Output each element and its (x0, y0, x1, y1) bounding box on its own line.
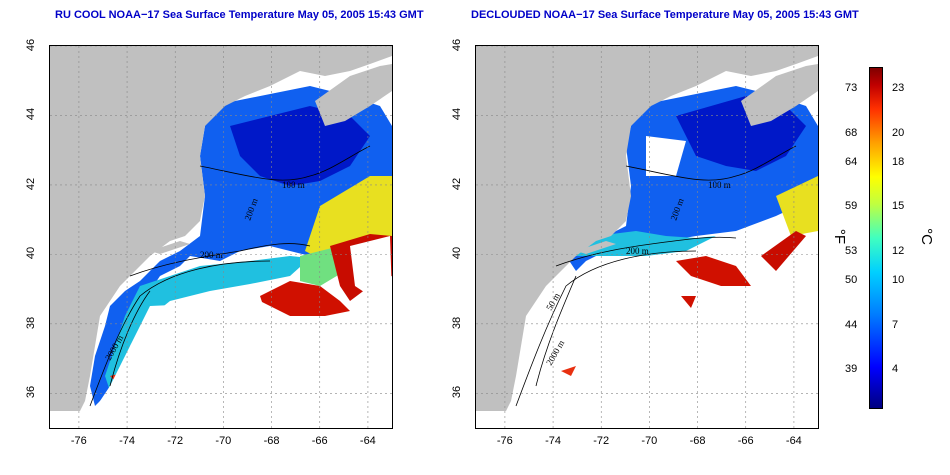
y-tick-label: 42 (25, 177, 38, 191)
x-tick-label: -64 (785, 435, 802, 447)
land-us-coast (50, 46, 392, 411)
y-tick-label: 40 (451, 247, 464, 260)
cloud-mask-south (50, 301, 392, 428)
sst-field-warm-patch (681, 296, 696, 308)
colorbar-fahrenheit-tick: 53 (845, 244, 858, 257)
contour-label-2000m: 2000 m (544, 338, 566, 367)
contour-200m (129, 243, 311, 277)
colorbar-celsius-tick: 10 (892, 274, 905, 287)
bathymetry-contours (89, 145, 371, 407)
sst-map-right: 100 m 200 m 200 m 50 m 2000 m (475, 45, 819, 429)
x-tick-label: -76 (70, 435, 87, 447)
x-tick-label: -68 (263, 435, 280, 447)
sst-map-left-canvas: 100 m 200 m 200 m 2000 m (50, 46, 392, 428)
gridlines (50, 46, 392, 428)
x-tick-label: -64 (359, 435, 376, 447)
colorbar-fahrenheit-tick: 64 (845, 156, 858, 169)
colorbar-unit-celsius: °C (917, 228, 935, 245)
x-tick-label: -68 (689, 435, 706, 447)
contour-label-100m: 100 m (708, 180, 731, 190)
contour-2000m (89, 260, 271, 407)
colorbar-celsius-tick: 7 (892, 318, 899, 331)
sst-field-warm-east (761, 231, 806, 271)
sst-field-warm-band (676, 256, 751, 286)
land-long-island (576, 241, 616, 254)
colorbar-fahrenheit-tick: 68 (845, 126, 858, 139)
colorbar-celsius-tick: 4 (892, 363, 899, 376)
contour-200m (555, 236, 737, 267)
x-tick-label: -70 (215, 435, 232, 447)
sst-map-left: 100 m 200 m 200 m 2000 m (49, 45, 393, 429)
colorbar-celsius-tick: 23 (892, 82, 905, 95)
x-tick-label: -76 (496, 435, 513, 447)
x-tick-label: -74 (119, 435, 135, 447)
sst-field-yellow (776, 176, 818, 236)
contour-2000m (515, 250, 697, 407)
temperature-colorbar (869, 67, 883, 409)
y-tick-label: 46 (451, 38, 464, 52)
colorbar-unit-fahrenheit: °F (831, 228, 849, 245)
colorbar-fahrenheit-tick: 73 (845, 82, 858, 95)
cloud-mask-gulf-of-maine (646, 136, 686, 176)
y-tick-label: 36 (25, 386, 38, 399)
y-tick-label: 44 (25, 108, 38, 121)
contour-label-200m-a: 200 m (626, 246, 649, 256)
land-nova-scotia (741, 64, 818, 126)
sst-field-cyan (105, 256, 310, 391)
sst-field-deep-blue (230, 106, 370, 186)
contour-50m (535, 275, 577, 387)
land-nova-scotia (315, 64, 392, 126)
x-tick-label: -74 (545, 435, 561, 447)
contour-100m (625, 145, 797, 181)
land-us-coast (476, 46, 818, 411)
title-right: DECLOUDED NOAA−17 Sea Surface Temperatur… (471, 9, 859, 21)
colorbar-celsius-tick: 20 (892, 126, 905, 139)
y-tick-label: 42 (451, 177, 464, 191)
x-tick-label: -72 (593, 435, 610, 447)
y-tick-label: 38 (25, 316, 38, 329)
colorbar-celsius-tick: 12 (892, 244, 905, 257)
y-tick-label: 38 (451, 316, 464, 329)
title-left: RU COOL NOAA−17 Sea Surface Temperature … (55, 9, 424, 21)
x-tick-label: -72 (167, 435, 184, 447)
sst-field-warm-south (561, 366, 576, 376)
colorbar-fahrenheit-tick: 44 (845, 318, 858, 331)
sst-field-warm-left (260, 281, 350, 316)
colorbar-celsius-tick: 18 (892, 156, 905, 169)
contour-label-100m: 100 m (282, 180, 305, 190)
colorbar-fahrenheit-tick: 50 (845, 274, 858, 287)
contour-label-200m-a: 200 m (200, 250, 223, 260)
y-tick-label: 36 (451, 386, 464, 399)
land-long-island (150, 241, 190, 254)
colorbar-fahrenheit-tick: 59 (845, 200, 858, 213)
sst-map-right-canvas: 100 m 200 m 200 m 50 m 2000 m (476, 46, 818, 428)
cloud-mask-gulf-stream (350, 236, 392, 296)
contour-100m (199, 145, 371, 181)
colorbar-celsius-tick: 15 (892, 200, 905, 213)
y-tick-label: 44 (451, 108, 464, 121)
y-tick-label: 40 (25, 247, 38, 260)
contour-50m (109, 290, 151, 387)
colorbar-fahrenheit-tick: 39 (845, 363, 858, 376)
x-tick-label: -66 (311, 435, 328, 447)
x-tick-label: -66 (737, 435, 754, 447)
x-tick-label: -70 (641, 435, 658, 447)
bathymetry-contours (515, 145, 797, 407)
gridlines (476, 46, 818, 428)
y-tick-label: 46 (25, 38, 38, 52)
